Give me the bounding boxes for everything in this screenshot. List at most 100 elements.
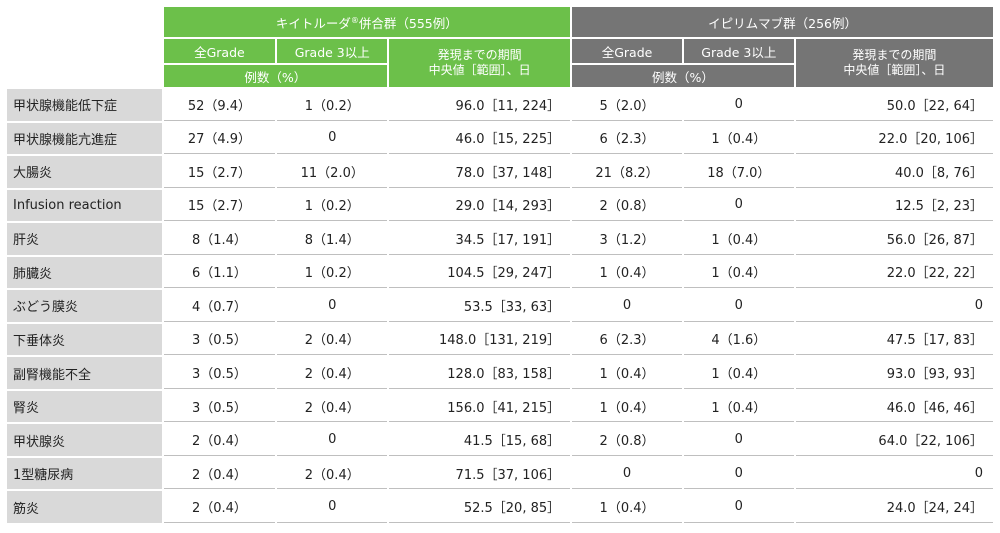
adverse-events-table: キイトルーダ®併合群（555例） イピリムマブ群（256例） 全Grade Gr… (5, 5, 995, 525)
keytruda-grade3-cell: 0 (277, 122, 388, 155)
keytruda-all-grade-cell: 27（4.9） (163, 122, 276, 155)
ipilimumab-grade3-header: Grade 3以上 (683, 39, 794, 63)
table-row: 甲状腺炎 2（0.4） 0 41.5［15, 68］ 2（0.8） 0 64.0［22, 1… (7, 424, 993, 456)
table-row: Infusion reaction 15（2.7） 1（0.2） 29.0［14, 2… (7, 189, 993, 222)
row-label: 腎炎 (7, 390, 162, 423)
keytruda-period-cell: 96.0［11, 224］ (389, 89, 571, 121)
table-row: 肺臓炎 6（1.1） 1（0.2） 104.5［29, 247］ 1（0.4） 1（0.4… (7, 256, 993, 289)
table-row: 下垂体炎 3（0.5） 2（0.4） 148.0［131, 219］ 6（2.3） 4（1… (7, 323, 993, 356)
ipilimumab-period-cell: 56.0［26, 87］ (795, 223, 993, 255)
ipilimumab-grade3-cell: 1（0.4） (683, 357, 794, 389)
ipilimumab-grade3-cell: 0 (683, 189, 794, 222)
keytruda-period-cell: 53.5［33, 63］ (389, 290, 571, 322)
keytruda-group-header: キイトルーダ®併合群（555例） (163, 7, 571, 37)
keytruda-all-grade-cell: 3（0.5） (163, 323, 276, 356)
keytruda-grade3-cell: 0 (277, 491, 388, 523)
table-row: 腎炎 3（0.5） 2（0.4） 156.0［41, 215］ 1（0.4） 1（0.4）… (7, 390, 993, 423)
table-body: 甲状腺機能低下症 52（9.4） 1（0.2） 96.0［11, 224］ 5（2.0）… (7, 89, 993, 523)
ipilimumab-period-cell: 93.0［93, 93］ (795, 357, 993, 389)
ipilimumab-period-cell: 12.5［2, 23］ (795, 189, 993, 222)
row-label: 甲状腺機能亢進症 (7, 122, 162, 155)
keytruda-period-cell: 148.0［131, 219］ (389, 323, 571, 356)
keytruda-all-grade-cell: 3（0.5） (163, 357, 276, 389)
table-row: 1型糖尿病 2（0.4） 2（0.4） 71.5［37, 106］ 0 0 0 (7, 457, 993, 490)
keytruda-all-grade-cell: 2（0.4） (163, 491, 276, 523)
ipilimumab-grade3-cell: 4（1.6） (683, 323, 794, 356)
keytruda-period-cell: 128.0［83, 158］ (389, 357, 571, 389)
keytruda-period-cell: 156.0［41, 215］ (389, 390, 571, 423)
ipilimumab-grade3-cell: 1（0.4） (683, 122, 794, 155)
keytruda-all-grade-cell: 2（0.4） (163, 424, 276, 456)
ipilimumab-all-grade-cell: 0 (572, 290, 682, 322)
keytruda-count-pct-header: 例数（%） (163, 65, 388, 87)
ipilimumab-period-cell: 24.0［24, 24］ (795, 491, 993, 523)
row-label: 下垂体炎 (7, 323, 162, 356)
keytruda-period-cell: 46.0［15, 225］ (389, 122, 571, 155)
ipilimumab-grade3-cell: 0 (683, 290, 794, 322)
ipilimumab-all-grade-cell: 6（2.3） (572, 122, 682, 155)
keytruda-grade3-header: Grade 3以上 (277, 39, 388, 63)
keytruda-all-grade-cell: 15（2.7） (163, 189, 276, 222)
keytruda-all-grade-cell: 6（1.1） (163, 256, 276, 289)
row-label: 肺臓炎 (7, 256, 162, 289)
ipilimumab-all-grade-cell: 1（0.4） (572, 390, 682, 423)
ipilimumab-grade3-cell: 0 (683, 89, 794, 121)
keytruda-grade3-cell: 2（0.4） (277, 390, 388, 423)
row-label: 大腸炎 (7, 156, 162, 188)
table-row: 副腎機能不全 3（0.5） 2（0.4） 128.0［83, 158］ 1（0.4） 1（… (7, 357, 993, 389)
keytruda-grade3-cell: 2（0.4） (277, 457, 388, 490)
ipilimumab-count-pct-header: 例数（%） (572, 65, 794, 87)
keytruda-grade3-cell: 1（0.2） (277, 189, 388, 222)
ipilimumab-period-cell: 22.0［22, 22］ (795, 256, 993, 289)
ipilimumab-grade3-cell: 0 (683, 424, 794, 456)
ipilimumab-all-grade-cell: 1（0.4） (572, 491, 682, 523)
ipilimumab-all-grade-cell: 5（2.0） (572, 89, 682, 121)
keytruda-period-cell: 29.0［14, 293］ (389, 189, 571, 222)
ipilimumab-grade3-cell: 1（0.4） (683, 256, 794, 289)
table-row: 筋炎 2（0.4） 0 52.5［20, 85］ 1（0.4） 0 24.0［24, 24］ (7, 491, 993, 523)
keytruda-period-cell: 71.5［37, 106］ (389, 457, 571, 490)
ipilimumab-grade3-cell: 18（7.0） (683, 156, 794, 188)
ipilimumab-all-grade-cell: 0 (572, 457, 682, 490)
table-row: 大腸炎 15（2.7） 11（2.0） 78.0［37, 148］ 21（8.2） 18（… (7, 156, 993, 188)
ipilimumab-all-grade-cell: 2（0.8） (572, 189, 682, 222)
ipilimumab-period-cell: 22.0［20, 106］ (795, 122, 993, 155)
keytruda-period-cell: 52.5［20, 85］ (389, 491, 571, 523)
table-row: 甲状腺機能亢進症 27（4.9） 0 46.0［15, 225］ 6（2.3） 1（0.4… (7, 122, 993, 155)
keytruda-grade3-cell: 0 (277, 424, 388, 456)
ipilimumab-period-cell: 40.0［8, 76］ (795, 156, 993, 188)
ipilimumab-all-grade-cell: 1（0.4） (572, 357, 682, 389)
row-label: Infusion reaction (7, 189, 162, 222)
ipilimumab-period-cell: 46.0［46, 46］ (795, 390, 993, 423)
ipilimumab-period-header: 発現までの期間 中央値［範囲］、日 (795, 39, 993, 87)
row-label: 甲状腺炎 (7, 424, 162, 456)
keytruda-all-grade-header: 全Grade (163, 39, 276, 63)
keytruda-grade3-cell: 2（0.4） (277, 357, 388, 389)
ipilimumab-period-cell: 0 (795, 457, 993, 490)
ipilimumab-group-header: イピリムマブ群（256例） (572, 7, 993, 37)
table-row: 肝炎 8（1.4） 8（1.4） 34.5［17, 191］ 3（1.2） 1（0.4） 5… (7, 223, 993, 255)
keytruda-grade3-cell: 11（2.0） (277, 156, 388, 188)
keytruda-all-grade-cell: 52（9.4） (163, 89, 276, 121)
ipilimumab-grade3-cell: 0 (683, 491, 794, 523)
keytruda-all-grade-cell: 8（1.4） (163, 223, 276, 255)
keytruda-period-cell: 78.0［37, 148］ (389, 156, 571, 188)
ipilimumab-grade3-cell: 1（0.4） (683, 390, 794, 423)
ipilimumab-grade3-cell: 1（0.4） (683, 223, 794, 255)
keytruda-all-grade-cell: 15（2.7） (163, 156, 276, 188)
ipilimumab-all-grade-cell: 21（8.2） (572, 156, 682, 188)
header-corner (7, 7, 162, 87)
ipilimumab-period-cell: 47.5［17, 83］ (795, 323, 993, 356)
ipilimumab-period-cell: 0 (795, 290, 993, 322)
keytruda-period-cell: 41.5［15, 68］ (389, 424, 571, 456)
row-label: 筋炎 (7, 491, 162, 523)
ipilimumab-all-grade-header: 全Grade (572, 39, 682, 63)
keytruda-grade3-cell: 1（0.2） (277, 256, 388, 289)
keytruda-grade3-cell: 1（0.2） (277, 89, 388, 121)
keytruda-grade3-cell: 8（1.4） (277, 223, 388, 255)
row-label: 肝炎 (7, 223, 162, 255)
table-row: ぶどう膜炎 4（0.7） 0 53.5［33, 63］ 0 0 0 (7, 290, 993, 322)
keytruda-grade3-cell: 0 (277, 290, 388, 322)
ipilimumab-grade3-cell: 0 (683, 457, 794, 490)
ipilimumab-period-cell: 50.0［22, 64］ (795, 89, 993, 121)
